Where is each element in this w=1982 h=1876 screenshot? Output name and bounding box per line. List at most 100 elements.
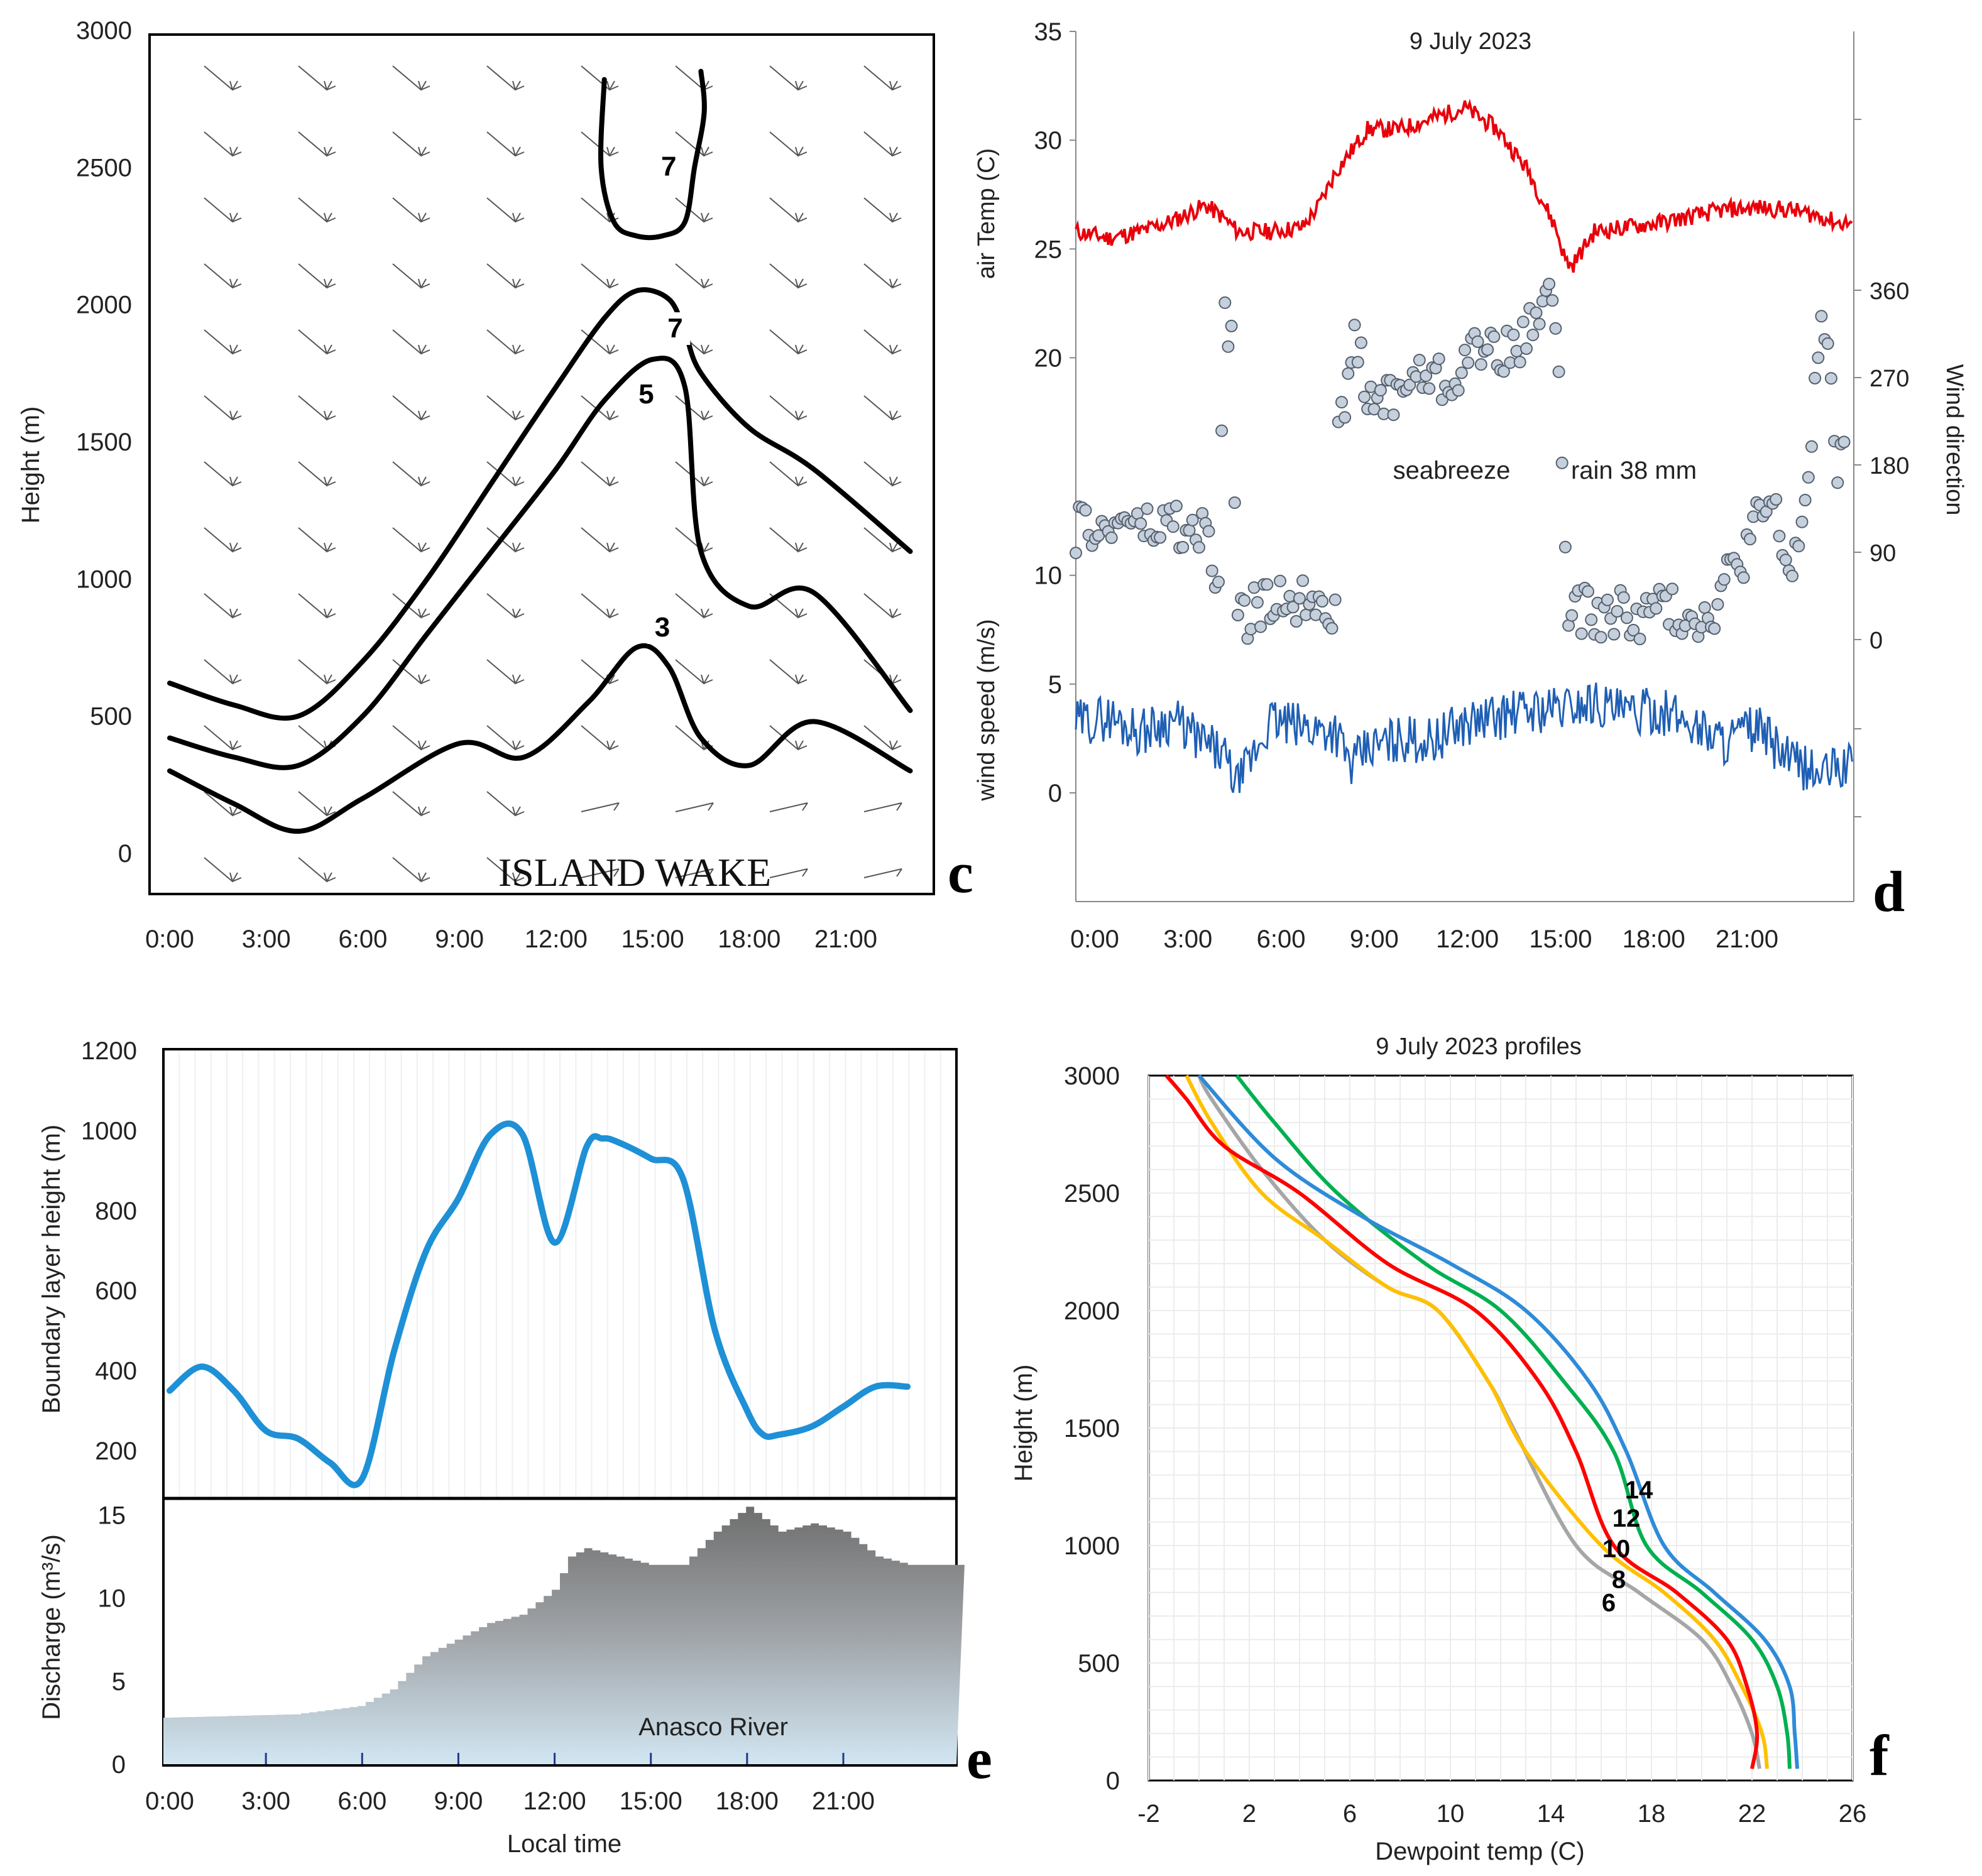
wind-direction-point [1351,356,1364,369]
wind-barb [581,868,620,878]
panel-f-x-label: Dewpoint temp (C) [1375,1838,1584,1865]
wind-barb [298,857,336,883]
wind-barb [298,659,336,685]
contour-label-3: 3 [655,612,670,643]
panel-letter-d: d [1873,859,1905,924]
wind-direction-point [1141,502,1154,515]
x-tick-label: 2 [1242,1800,1256,1828]
wind-barb [486,131,525,157]
y-tick-label: 3000 [1064,1062,1120,1090]
wind-barb [298,791,336,817]
right-tick-label: 360 [1870,278,1909,305]
wind-direction-point [1471,335,1484,348]
wind-direction-point [1176,541,1190,554]
contour-label-7: 7 [667,313,682,344]
wind-direction-point [1228,496,1241,510]
x-tick-label: 9:00 [435,925,484,953]
y-tick-label: 2000 [76,292,132,319]
wind-barb [204,461,242,487]
wind-direction-point [1358,390,1371,403]
wind-barb [486,659,525,685]
y-tick-label: 1200 [81,1037,137,1065]
wind-direction-point [1698,601,1711,614]
wind-speed-axis-label: wind speed (m/s) [973,619,1000,801]
wind-barb [581,263,619,289]
wind-direction-point [1215,424,1229,437]
wind-barb [863,197,902,223]
wind-direction-point [1296,574,1310,587]
wind-barb [769,527,808,553]
wind-barb [675,527,713,553]
x-tick-label: 6:00 [337,1787,386,1815]
right-tick-label: 270 [1870,366,1909,392]
wind-direction-point [1594,631,1607,644]
discharge-axis-label: Discharge (m³/s) [38,1534,65,1720]
wind-direction-point [1254,620,1267,633]
profile-line-12 [1235,1074,1792,1769]
wind-barb [486,725,525,751]
wind-barb [863,131,902,157]
x-tick-label: 15:00 [1529,925,1592,953]
wind-barb [392,395,430,421]
wind-direction-point [1403,378,1416,391]
wind-barb [581,725,619,751]
x-tick-label: 21:00 [814,925,877,953]
wind-direction-point [1374,384,1387,397]
wind-barb [298,197,336,223]
y-tick-label: 500 [90,703,132,731]
wind-direction-point [1212,575,1225,589]
wind-direction-point [1617,591,1630,604]
wind-barb [204,263,242,289]
seabreeze-label: seabreeze [1393,457,1511,484]
wind-barb [769,725,808,751]
x-tick-label: 3:00 [1163,925,1212,953]
x-tick-label: 0:00 [145,925,194,953]
wind-barb [204,329,242,355]
wind-direction-point [1627,624,1640,636]
wind-barb [392,65,430,91]
wind-direction-point [1802,471,1815,484]
wind-barb [204,593,242,619]
wind-direction-point [1526,329,1540,342]
wind-barb [392,593,430,619]
profile-line-10 [1164,1074,1760,1769]
profile-label-8: 8 [1612,1566,1626,1593]
wind-direction-point [1549,322,1562,335]
wind-barb [298,527,336,553]
profile-label-14: 14 [1625,1476,1653,1504]
wind-barb [675,802,714,812]
wind-direction-point [1601,593,1614,606]
x-tick-label: 18 [1638,1800,1666,1828]
wind-barb [863,802,902,812]
y-tick-label: 0 [112,1751,126,1779]
wind-barb [204,395,242,421]
x-tick-label: 3:00 [241,1787,290,1815]
wind-barb [204,725,242,751]
y-tick-label: 1000 [1064,1532,1120,1560]
wind-direction-point [1585,613,1598,626]
wind-barb [863,395,902,421]
wind-barb [392,791,430,817]
x-tick-label: 3:00 [242,925,291,953]
profile-line-8 [1185,1074,1769,1769]
panel-d-x-ticks: 0:00 3:00 6:00 9:00 12:00 15:00 18:00 21:00 [1070,925,1778,953]
wind-direction-point [1218,296,1232,309]
wind-barb [581,131,619,157]
wind-direction-point [1743,533,1756,546]
wind-direction-point [1582,585,1594,598]
wind-barb [863,593,902,619]
contour-label-7: 7 [661,151,676,182]
wind-barb [298,65,336,91]
wind-barb [392,131,430,157]
wind-barb [863,65,902,91]
profile-label-12: 12 [1612,1505,1641,1532]
wind-barb [392,197,430,223]
y-tick-label: 500 [1078,1650,1120,1677]
wind-barb [392,461,430,487]
wind-direction-point [1261,578,1274,591]
wind-direction-point [1558,540,1572,554]
y-tick-label: 400 [95,1358,137,1385]
wind-direction-point [1339,411,1352,424]
x-tick-label: 18:00 [716,1787,779,1815]
wind-direction-point [1546,294,1559,307]
